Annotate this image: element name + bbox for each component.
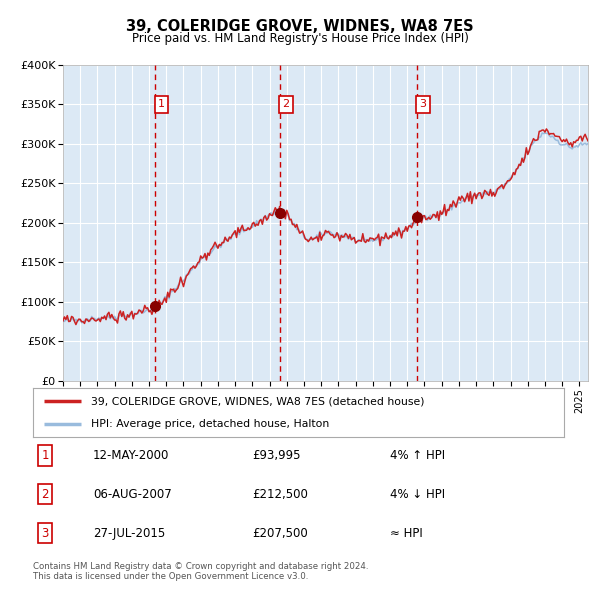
Text: £212,500: £212,500 [252, 488, 308, 501]
Text: 27-JUL-2015: 27-JUL-2015 [93, 527, 165, 540]
Text: 3: 3 [41, 527, 49, 540]
Text: £93,995: £93,995 [252, 449, 301, 462]
Text: 3: 3 [419, 99, 427, 109]
Text: 4% ↓ HPI: 4% ↓ HPI [390, 488, 445, 501]
Text: 06-AUG-2007: 06-AUG-2007 [93, 488, 172, 501]
Text: 1: 1 [41, 449, 49, 462]
Text: Contains HM Land Registry data © Crown copyright and database right 2024.: Contains HM Land Registry data © Crown c… [33, 562, 368, 571]
Text: 39, COLERIDGE GROVE, WIDNES, WA8 7ES (detached house): 39, COLERIDGE GROVE, WIDNES, WA8 7ES (de… [91, 396, 425, 407]
Text: 39, COLERIDGE GROVE, WIDNES, WA8 7ES: 39, COLERIDGE GROVE, WIDNES, WA8 7ES [126, 19, 474, 34]
Text: 2: 2 [283, 99, 290, 109]
Text: HPI: Average price, detached house, Halton: HPI: Average price, detached house, Halt… [91, 418, 329, 428]
Text: 12-MAY-2000: 12-MAY-2000 [93, 449, 169, 462]
Text: Price paid vs. HM Land Registry's House Price Index (HPI): Price paid vs. HM Land Registry's House … [131, 32, 469, 45]
Text: £207,500: £207,500 [252, 527, 308, 540]
Text: ≈ HPI: ≈ HPI [390, 527, 423, 540]
Text: 4% ↑ HPI: 4% ↑ HPI [390, 449, 445, 462]
Text: 1: 1 [158, 99, 165, 109]
Text: 2: 2 [41, 488, 49, 501]
Text: This data is licensed under the Open Government Licence v3.0.: This data is licensed under the Open Gov… [33, 572, 308, 581]
